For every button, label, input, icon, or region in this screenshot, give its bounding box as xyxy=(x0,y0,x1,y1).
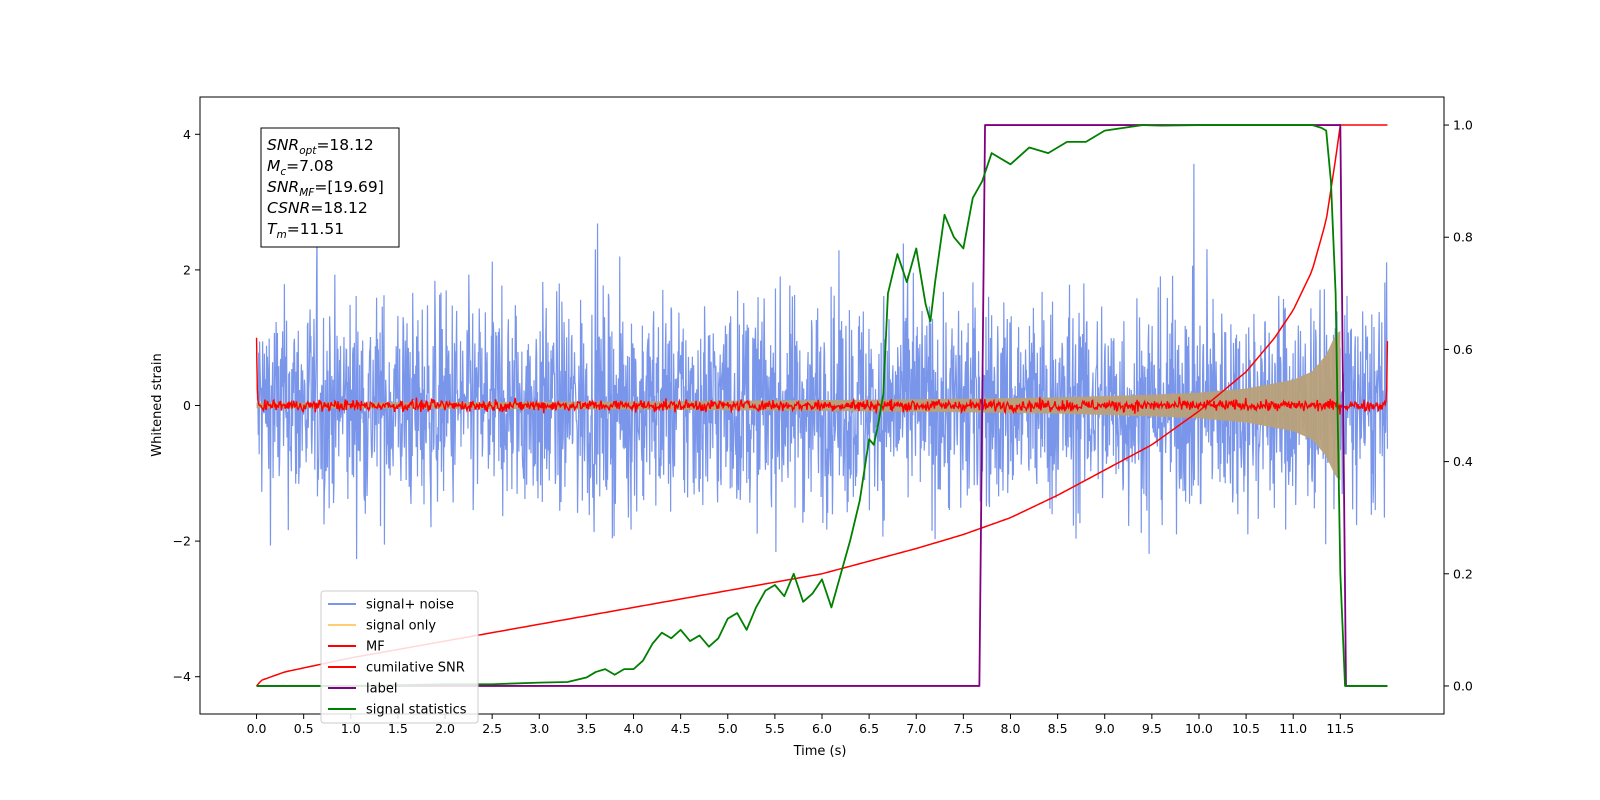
y-left-tick-label: −4 xyxy=(173,669,191,684)
legend-entry: MF xyxy=(366,640,385,655)
y-right-tick-label: 0.8 xyxy=(1453,230,1473,245)
legend-entry: signal+ noise xyxy=(366,598,454,613)
legend-entry: signal statistics xyxy=(366,703,467,718)
y-right-tick-label: 0.0 xyxy=(1453,678,1473,693)
info-subscript: MF xyxy=(299,187,315,199)
info-subscript: m xyxy=(276,229,286,241)
y-axis-right: 1.0 0.8 0.6 0.4 0.2 0.0 xyxy=(1444,118,1473,693)
x-tick-label: 5.0 xyxy=(718,721,738,736)
info-symbol: CSNR xyxy=(267,199,310,217)
info-box-line: CSNR=18.12 xyxy=(267,199,368,217)
info-box: SNRopt=18.12Mc=7.08SNRMF=[19.69]CSNR=18.… xyxy=(260,127,400,248)
x-tick-label: 7.5 xyxy=(953,721,973,736)
y-right-tick-label: 0.6 xyxy=(1453,342,1473,357)
info-symbol: SNR xyxy=(267,178,299,196)
x-tick-label: 10.5 xyxy=(1232,721,1260,736)
info-box-line: SNRMF=[19.69] xyxy=(267,178,384,199)
info-value: =11.51 xyxy=(287,220,344,238)
x-tick-label: 10.0 xyxy=(1185,721,1213,736)
y-right-tick-label: 1.0 xyxy=(1453,118,1473,133)
info-box-line: Tm=11.51 xyxy=(267,220,344,241)
x-tick-label: 9.5 xyxy=(1142,721,1162,736)
y-axis-left: 4 2 0 −2 −4 xyxy=(173,127,200,684)
y-left-tick-label: 0 xyxy=(183,398,191,413)
x-tick-label: 6.5 xyxy=(859,721,879,736)
x-tick-label: 7.0 xyxy=(906,721,926,736)
info-symbol: T xyxy=(267,220,278,238)
info-value: =7.08 xyxy=(286,157,334,175)
x-tick-label: 5.5 xyxy=(765,721,785,736)
legend-entry: label xyxy=(366,682,397,697)
series-mf xyxy=(255,337,1389,415)
legend-entry: cumilative SNR xyxy=(366,661,465,676)
x-tick-label: 8.0 xyxy=(1001,721,1021,736)
x-tick-label: 11.5 xyxy=(1326,721,1354,736)
info-subscript: opt xyxy=(299,145,317,157)
legend-frame xyxy=(320,590,479,724)
x-tick-label: 8.5 xyxy=(1048,721,1068,736)
y-right-tick-label: 0.2 xyxy=(1453,566,1473,581)
x-tick-label: 2.0 xyxy=(435,721,455,736)
x-tick-label: 9.0 xyxy=(1095,721,1115,736)
info-symbol: SNR xyxy=(267,136,299,154)
info-box-line: Mc=7.08 xyxy=(267,157,334,178)
legend: signal+ noise signal only MF cumilative SNR… xyxy=(320,590,479,724)
x-tick-label: 1.0 xyxy=(341,721,361,736)
x-tick-label: 0.0 xyxy=(247,721,267,736)
y-left-tick-label: 2 xyxy=(183,262,191,277)
x-tick-label: 3.5 xyxy=(576,721,596,736)
x-tick-label: 0.5 xyxy=(294,721,314,736)
x-tick-label: 4.5 xyxy=(671,721,691,736)
x-tick-label: 4.0 xyxy=(624,721,644,736)
series-signal-statistics xyxy=(256,124,1388,687)
info-value: =[19.69] xyxy=(314,178,383,196)
info-symbol: M xyxy=(267,157,280,175)
x-axis: 0.0 0.5 1.0 1.5 2.0 2.5 3.0 3.5 4.0 4.5 5.0 5.5 6.0 6… xyxy=(247,714,1354,736)
info-subscript: c xyxy=(280,166,286,178)
info-box-frame xyxy=(260,127,400,248)
x-tick-label: 3.0 xyxy=(529,721,549,736)
x-tick-label: 11.0 xyxy=(1279,721,1307,736)
info-value: =18.12 xyxy=(316,136,373,154)
x-tick-label: 6.0 xyxy=(812,721,832,736)
info-value: =18.12 xyxy=(310,199,367,217)
x-tick-label: 2.5 xyxy=(482,721,502,736)
x-axis-label: Time (s) xyxy=(793,744,847,759)
y-left-tick-label: −2 xyxy=(173,534,191,549)
y-right-tick-label: 0.4 xyxy=(1453,454,1473,469)
info-box-line: SNRopt=18.12 xyxy=(267,136,374,157)
y-axis-label: Whitened strain xyxy=(150,353,165,456)
legend-entry: signal only xyxy=(366,619,436,634)
x-tick-label: 1.5 xyxy=(388,721,408,736)
y-left-tick-label: 4 xyxy=(183,127,191,142)
